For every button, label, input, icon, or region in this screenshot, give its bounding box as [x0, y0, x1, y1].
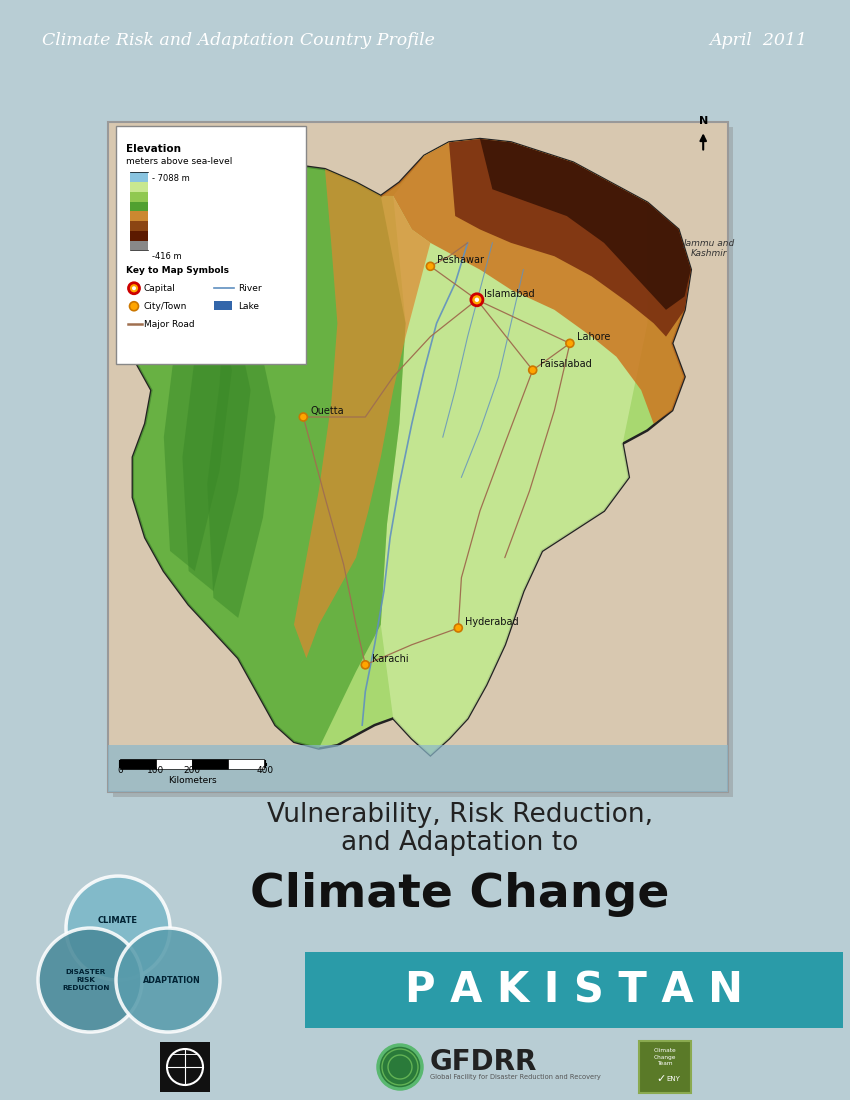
- Text: ADAPTATION: ADAPTATION: [143, 976, 201, 984]
- Circle shape: [454, 624, 462, 632]
- Polygon shape: [381, 139, 648, 756]
- Bar: [228, 759, 264, 769]
- Bar: [130, 173, 148, 182]
- Bar: [639, 1041, 691, 1093]
- Text: Global Facility for Disaster Reduction and Recovery: Global Facility for Disaster Reduction a…: [430, 1074, 601, 1080]
- Text: 100: 100: [147, 766, 165, 775]
- Text: Faisalabad: Faisalabad: [540, 359, 592, 370]
- Bar: [305, 952, 843, 1028]
- Text: Quetta: Quetta: [310, 406, 344, 416]
- Circle shape: [299, 412, 308, 421]
- Text: Karachi: Karachi: [372, 653, 409, 663]
- Text: Peshawar: Peshawar: [438, 255, 484, 265]
- Circle shape: [132, 286, 136, 290]
- Text: River: River: [238, 284, 262, 293]
- Polygon shape: [381, 139, 691, 424]
- Polygon shape: [294, 169, 430, 658]
- Ellipse shape: [38, 928, 142, 1032]
- Circle shape: [427, 262, 434, 271]
- Circle shape: [566, 339, 574, 348]
- Bar: [156, 759, 192, 769]
- Circle shape: [474, 298, 479, 302]
- Text: City/Town: City/Town: [144, 301, 187, 310]
- Bar: [113, 128, 733, 798]
- Text: 200: 200: [184, 766, 201, 775]
- Ellipse shape: [66, 876, 170, 980]
- Text: Climate Risk and Adaptation Country Profile: Climate Risk and Adaptation Country Prof…: [42, 32, 435, 48]
- Text: Jammu and
Kashmir: Jammu and Kashmir: [683, 239, 735, 258]
- Text: Major Road: Major Road: [144, 320, 195, 329]
- Ellipse shape: [116, 928, 220, 1032]
- Text: Elevation: Elevation: [126, 144, 181, 154]
- Circle shape: [129, 301, 139, 310]
- Bar: [214, 301, 232, 310]
- Polygon shape: [164, 223, 232, 571]
- Polygon shape: [183, 243, 251, 591]
- Polygon shape: [449, 139, 691, 337]
- Bar: [130, 191, 148, 201]
- Bar: [160, 1042, 210, 1092]
- Text: Capital: Capital: [144, 284, 176, 293]
- Circle shape: [128, 283, 139, 294]
- Circle shape: [529, 366, 536, 374]
- Bar: [108, 745, 728, 792]
- Text: Vulnerability, Risk Reduction,: Vulnerability, Risk Reduction,: [267, 802, 653, 828]
- Text: Lake: Lake: [238, 301, 259, 310]
- Text: Key to Map Symbols: Key to Map Symbols: [126, 266, 229, 275]
- Polygon shape: [127, 163, 405, 749]
- Text: and Adaptation to: and Adaptation to: [342, 830, 579, 856]
- Text: 0: 0: [117, 766, 123, 775]
- Bar: [108, 122, 728, 792]
- Text: meters above sea-level: meters above sea-level: [126, 157, 232, 166]
- Text: Lahore: Lahore: [577, 332, 610, 342]
- Circle shape: [471, 294, 483, 306]
- Text: N: N: [699, 117, 708, 126]
- Text: Climate Change: Climate Change: [250, 872, 670, 917]
- Polygon shape: [207, 270, 275, 618]
- Polygon shape: [127, 139, 691, 756]
- Text: Climate
Change
Team: Climate Change Team: [654, 1048, 677, 1066]
- Text: - 7088 m: - 7088 m: [152, 174, 190, 184]
- Polygon shape: [480, 139, 691, 310]
- Bar: [120, 759, 156, 769]
- Text: DISASTER
RISK
REDUCTION: DISASTER RISK REDUCTION: [62, 969, 110, 991]
- Text: -416 m: -416 m: [152, 252, 182, 261]
- Bar: [130, 221, 148, 231]
- Bar: [116, 126, 306, 364]
- Bar: [192, 759, 228, 769]
- Text: 400: 400: [257, 766, 274, 775]
- Text: P A K I S T A N: P A K I S T A N: [405, 969, 743, 1011]
- Bar: [130, 182, 148, 191]
- Bar: [130, 241, 148, 251]
- Bar: [130, 211, 148, 221]
- Text: ENY: ENY: [666, 1076, 680, 1082]
- Text: CLIMATE: CLIMATE: [98, 915, 138, 925]
- Circle shape: [378, 1045, 422, 1089]
- Bar: [130, 231, 148, 241]
- Text: GFDRR: GFDRR: [430, 1048, 537, 1076]
- Bar: [130, 201, 148, 211]
- Text: ✓: ✓: [656, 1074, 666, 1084]
- Text: Kilometers: Kilometers: [167, 777, 216, 785]
- Text: April  2011: April 2011: [710, 32, 808, 48]
- Text: Islamabad: Islamabad: [484, 289, 535, 299]
- Circle shape: [361, 661, 369, 669]
- Text: Hyderabad: Hyderabad: [465, 617, 518, 627]
